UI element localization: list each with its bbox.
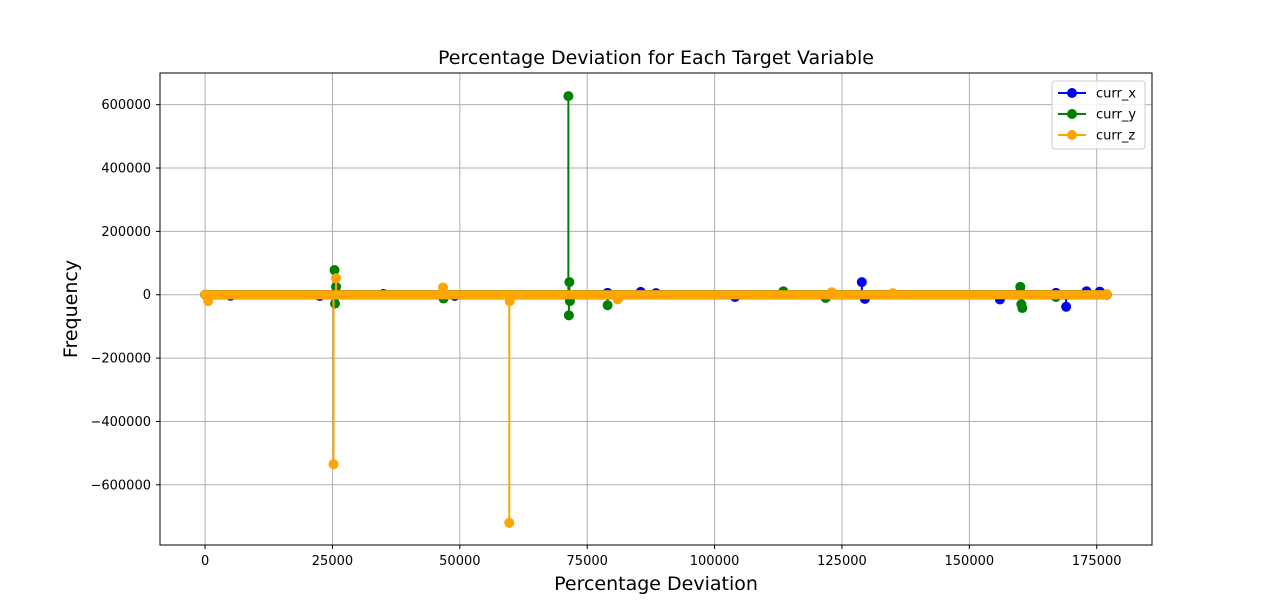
data-point-curr_y	[563, 310, 574, 321]
data-point-curr_z	[826, 287, 837, 298]
data-point-curr_y	[1015, 281, 1026, 292]
x-tick-label: 0	[201, 554, 209, 569]
axes-frame	[159, 72, 1153, 546]
legend-marker-curr_x	[1067, 88, 1077, 98]
x-tick-label: 75000	[567, 554, 608, 569]
data-point-curr_y	[329, 265, 340, 276]
data-point-curr_y	[563, 91, 574, 102]
y-tick-label: −400000	[90, 415, 151, 430]
data-point-curr_y	[602, 300, 613, 311]
x-tick-label: 125000	[817, 554, 867, 569]
data-point-curr_y	[330, 298, 341, 309]
x-tick-label: 150000	[945, 554, 995, 569]
legend-label-curr_y: curr_y	[1096, 108, 1136, 123]
legend-label-curr_x: curr_x	[1096, 87, 1136, 102]
data-point-curr_z	[504, 296, 515, 307]
data-point-curr_z	[331, 273, 342, 284]
legend-marker-curr_y	[1067, 109, 1077, 119]
x-tick-label: 50000	[439, 554, 480, 569]
data-point-curr_x	[1061, 301, 1072, 312]
grid	[160, 73, 1152, 545]
data-point-curr_z	[203, 296, 214, 307]
y-tick-label: 200000	[101, 225, 151, 240]
legend-marker-curr_z	[1067, 130, 1077, 140]
data-point-curr_y	[564, 277, 575, 288]
chart-title: Percentage Deviation for Each Target Var…	[438, 47, 874, 69]
data-point-curr_z	[504, 517, 515, 528]
y-tick-label: 400000	[101, 162, 151, 177]
y-tick-label: 0	[143, 288, 151, 303]
y-tick-label: −600000	[90, 478, 151, 493]
data-point-curr_x	[856, 277, 867, 288]
x-axis-label: Percentage Deviation	[554, 573, 758, 595]
data-point-curr_y	[1017, 303, 1028, 314]
data-point-curr_z	[887, 288, 898, 299]
data-point-curr_z	[612, 294, 623, 305]
legend-label-curr_z: curr_z	[1096, 129, 1135, 144]
plot-area	[200, 91, 1112, 528]
legend: curr_x curr_y curr_z	[1051, 80, 1146, 150]
data-point-curr_z	[328, 459, 339, 470]
x-tick-label: 25000	[312, 554, 353, 569]
series-curr_z	[200, 273, 1112, 528]
data-point-curr_z	[1101, 289, 1112, 300]
y-tick-label: 600000	[101, 98, 151, 113]
axis-ticks: 0 25000 50000 75000 100000 125000 150000 175000…	[90, 98, 1121, 569]
data-point-curr_z	[438, 282, 449, 293]
y-axis-label: Frequency	[60, 260, 82, 358]
x-tick-label: 100000	[690, 554, 740, 569]
x-tick-label: 175000	[1072, 554, 1122, 569]
y-tick-label: −200000	[90, 352, 151, 367]
